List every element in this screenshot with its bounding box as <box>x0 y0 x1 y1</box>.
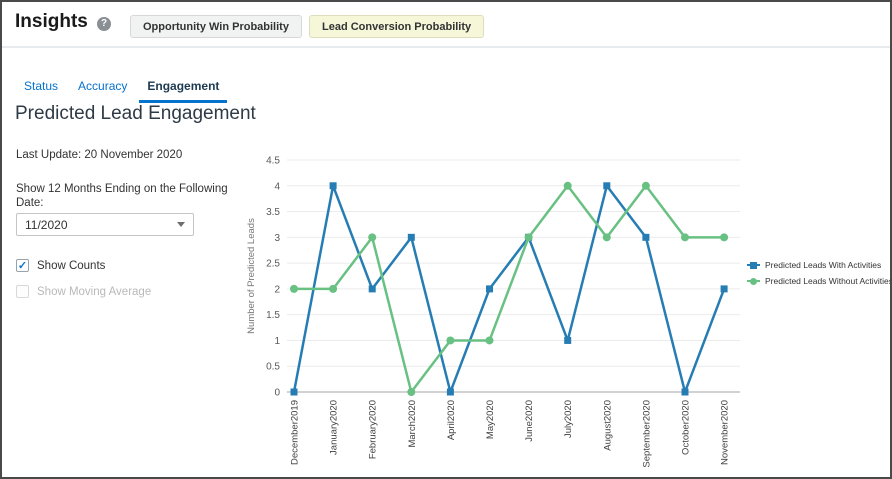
tab-accuracy[interactable]: Accuracy <box>78 79 128 93</box>
data-point-marker[interactable] <box>642 233 650 241</box>
series-line-0 <box>292 184 726 394</box>
data-point-marker[interactable] <box>563 181 572 190</box>
chart-legend: Predicted Leads With Activities Predicte… <box>747 260 892 292</box>
data-point-marker[interactable] <box>720 233 729 242</box>
y-axis-tick-label: 4 <box>274 181 280 192</box>
page-title: Predicted Lead Engagement <box>15 103 256 124</box>
last-update-text: Last Update: 20 November 2020 <box>16 149 183 161</box>
show-counts-checkbox[interactable]: ✓ Show Counts <box>16 259 105 272</box>
data-point-marker[interactable] <box>368 233 377 242</box>
y-axis-tick-label: 1.5 <box>266 310 280 321</box>
data-point-marker[interactable] <box>641 181 650 190</box>
legend-label: Predicted Leads Without Activities <box>765 276 892 286</box>
help-icon[interactable]: ? <box>97 17 111 31</box>
data-point-marker[interactable] <box>486 285 493 293</box>
checkbox-icon[interactable]: ✓ <box>16 259 29 272</box>
green-circle-marker-icon <box>747 277 760 285</box>
show-moving-average-label: Show Moving Average <box>37 285 152 298</box>
data-point-marker[interactable] <box>485 336 494 345</box>
chevron-down-icon <box>177 222 185 227</box>
x-axis-tick-label: September2020 <box>641 400 652 468</box>
header-divider <box>2 46 890 48</box>
data-point-marker[interactable] <box>329 284 338 293</box>
data-point-marker[interactable] <box>564 336 572 344</box>
x-axis-tick-label: August2020 <box>602 400 613 451</box>
data-point-marker[interactable] <box>290 388 298 396</box>
blue-square-marker-icon <box>747 261 760 269</box>
x-axis-tick-label: November2020 <box>720 400 731 465</box>
data-point-marker[interactable] <box>446 336 455 345</box>
data-point-marker[interactable] <box>602 233 611 242</box>
legend-label: Predicted Leads With Activities <box>765 260 882 270</box>
data-point-marker[interactable] <box>368 285 376 293</box>
data-point-marker[interactable] <box>681 233 689 242</box>
y-axis-tick-label: 2 <box>274 284 280 295</box>
show-moving-average-checkbox[interactable]: Show Moving Average <box>16 285 151 298</box>
date-filter-value: 11/2020 <box>25 217 68 232</box>
data-point-marker[interactable] <box>720 285 728 293</box>
data-point-marker[interactable] <box>407 388 416 396</box>
x-axis-tick-label: January2020 <box>329 400 340 455</box>
y-axis-tick-label: 0 <box>274 388 280 399</box>
engagement-chart[interactable]: 0 0.5 1 1.5 2 2.5 3 3.5 4 4.5 Number of Predicted … <box>242 142 754 477</box>
data-point-marker[interactable] <box>329 182 337 190</box>
show-counts-label: Show Counts <box>37 259 106 272</box>
data-point-marker[interactable] <box>681 388 689 396</box>
data-point-marker[interactable] <box>603 182 611 190</box>
x-axis-tick-label: March2020 <box>407 400 418 448</box>
legend-item-without-activities[interactable]: Predicted Leads Without Activities <box>747 276 892 286</box>
x-axis-tick-label: October2020 <box>681 400 692 455</box>
y-axis-tick-label: 4.5 <box>266 156 280 167</box>
tab-engagement[interactable]: Engagement <box>139 79 228 103</box>
y-axis-tick-label: 3.5 <box>266 207 280 218</box>
date-filter-label: Show 12 Months Ending on the Following D… <box>16 183 228 209</box>
data-point-marker[interactable] <box>290 284 298 293</box>
y-axis-tick-label: 3 <box>274 233 280 244</box>
tab-bar: Status Accuracy Engagement <box>16 79 231 103</box>
data-point-marker[interactable] <box>407 233 415 241</box>
x-axis-tick-label: December2019 <box>290 400 301 465</box>
date-filter-select[interactable]: 11/2020 <box>16 213 194 236</box>
tab-status[interactable]: Status <box>24 79 59 93</box>
opportunity-win-probability-button[interactable]: Opportunity Win Probability <box>130 15 302 38</box>
y-axis-title: Number of Predicted Leads <box>246 218 257 334</box>
data-point-marker[interactable] <box>524 233 533 242</box>
y-axis-tick-label: 2.5 <box>266 259 280 270</box>
x-axis-tick-label: April2020 <box>446 400 457 440</box>
checkbox-icon[interactable] <box>16 285 29 298</box>
x-axis-tick-label: February2020 <box>368 400 379 459</box>
x-axis-tick-label: May2020 <box>485 400 496 439</box>
legend-item-with-activities[interactable]: Predicted Leads With Activities <box>747 260 890 270</box>
series-line-1 <box>292 184 726 394</box>
x-axis-tick-label: July2020 <box>563 400 574 438</box>
lead-conversion-probability-button[interactable]: Lead Conversion Probability <box>309 15 485 38</box>
data-point-marker[interactable] <box>446 388 454 396</box>
page-heading: Insights <box>15 11 88 32</box>
y-axis-tick-label: 1 <box>274 336 280 347</box>
y-axis-tick-label: 0.5 <box>266 362 280 373</box>
x-axis-tick-label: June2020 <box>524 400 535 442</box>
